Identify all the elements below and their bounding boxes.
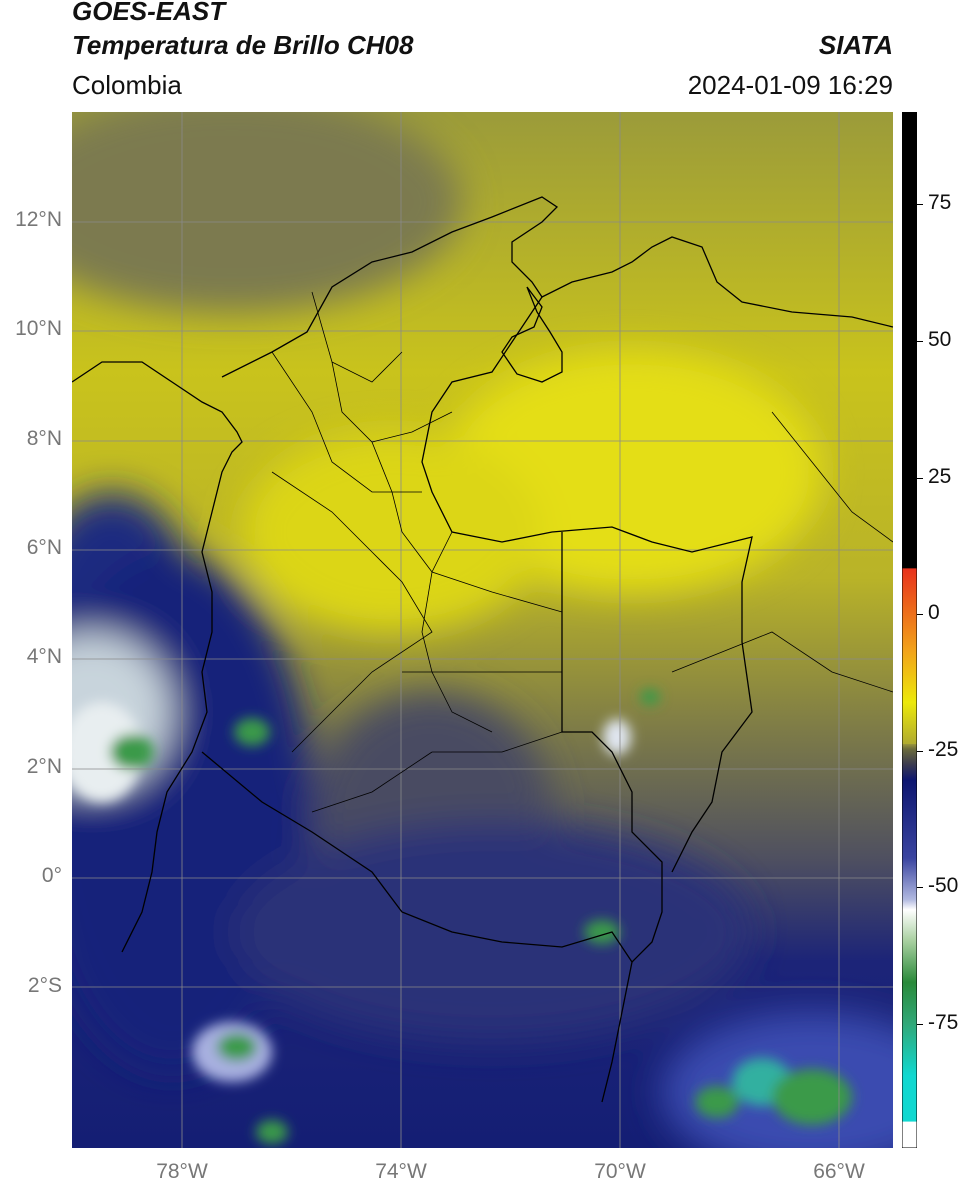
satellite-title: GOES-EAST [72, 0, 226, 26]
graticule [72, 112, 893, 1148]
department-lines [271, 291, 563, 813]
lat-label-2s: 2°S [27, 974, 62, 997]
lat-label-6n: 6°N [26, 536, 62, 559]
lat-label-2n: 2°N [26, 755, 62, 778]
colorbar-tick-25: 25 [928, 465, 952, 488]
convective-cells [72, 689, 852, 1144]
colorbar-tick-minus25: -25 [928, 738, 959, 761]
lat-label-0: 0° [41, 864, 62, 887]
lat-label-4n: 4°N [26, 645, 62, 668]
colombia-venezuela [421, 296, 753, 873]
colorbar-tick-minus50: -50 [928, 874, 959, 897]
colorbar-tick-0: 0 [928, 601, 940, 624]
lon-label-66w: 66°W [813, 1160, 865, 1183]
lat-label-12n: 12°N [15, 208, 62, 231]
colorbar-tick-minus75: -75 [928, 1011, 959, 1034]
source-label: SIATA [818, 30, 893, 60]
datetime-label: 2024-01-09 16:29 [687, 70, 893, 100]
product-title: Temperatura de Brillo CH08 [72, 30, 414, 60]
colorbar [902, 112, 917, 1148]
lat-label-10n: 10°N [15, 317, 62, 340]
brightness-temperature-map[interactable] [72, 112, 893, 1148]
venezuela-internal [671, 411, 893, 693]
lon-label-70w: 70°W [594, 1160, 646, 1183]
caribbean-coast [221, 196, 893, 378]
lat-label-8n: 8°N [26, 427, 62, 450]
lon-label-74w: 74°W [375, 1160, 427, 1183]
region-label: Colombia [72, 70, 182, 100]
colorbar-tick-75: 75 [928, 191, 952, 214]
colorbar-tick-50: 50 [928, 328, 952, 351]
colombia-peru-ecuador [201, 751, 633, 1103]
colombia-brazil [561, 532, 663, 963]
pacific-coast [72, 361, 243, 953]
maracaibo-lake [501, 286, 563, 383]
borders [72, 196, 893, 1103]
lon-label-78w: 78°W [156, 1160, 208, 1183]
